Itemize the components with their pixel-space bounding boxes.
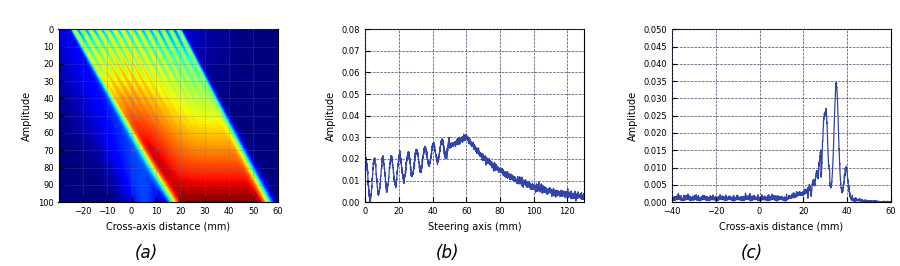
- Y-axis label: Amplitude: Amplitude: [22, 91, 32, 141]
- Y-axis label: Amplitude: Amplitude: [327, 91, 337, 141]
- Text: (c): (c): [741, 244, 762, 262]
- Text: (a): (a): [135, 244, 158, 262]
- Y-axis label: Amplitude: Amplitude: [628, 91, 638, 141]
- Text: (b): (b): [436, 244, 459, 262]
- X-axis label: Cross-axis distance (mm): Cross-axis distance (mm): [106, 222, 230, 232]
- X-axis label: Steering axis (mm): Steering axis (mm): [428, 222, 522, 232]
- X-axis label: Cross-axis distance (mm): Cross-axis distance (mm): [719, 222, 843, 232]
